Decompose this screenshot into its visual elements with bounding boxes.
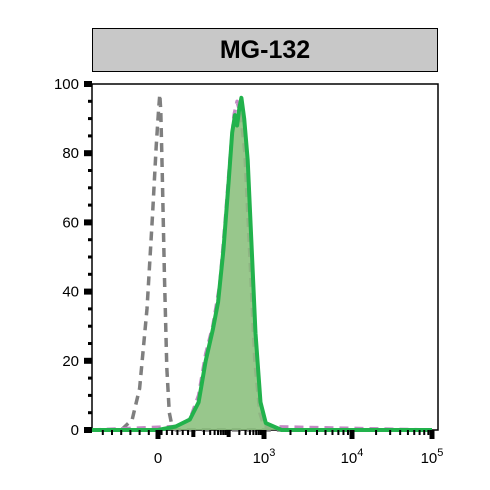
y-minor-tick <box>88 99 92 103</box>
x-minor-tick <box>222 430 225 435</box>
x-minor-tick <box>217 430 220 435</box>
x-minor-tick <box>160 430 163 435</box>
x-minor-tick <box>331 430 334 435</box>
x-minor-tick <box>224 430 227 435</box>
y-minor-tick <box>88 393 92 397</box>
y-minor-tick <box>88 255 92 259</box>
y-tick-20 <box>84 357 92 364</box>
y-minor-tick <box>88 324 92 328</box>
y-tick-label-100: 100 <box>54 76 79 93</box>
x-tick-label-10^3: 103 <box>253 447 276 467</box>
y-tick-label-20: 20 <box>62 353 79 370</box>
y-minor-tick <box>88 342 92 345</box>
x-minor-tick <box>342 430 345 435</box>
x-minor-tick <box>255 430 258 435</box>
x-minor-tick <box>120 430 123 435</box>
x-minor-tick <box>375 430 378 435</box>
x-minor-tick <box>259 430 262 435</box>
x-minor-tick <box>315 430 318 435</box>
x-minor-tick <box>111 430 113 435</box>
y-tick-60 <box>84 219 92 226</box>
x-minor-tick <box>304 430 307 435</box>
x-minor-tick <box>418 430 421 435</box>
series-1-line <box>91 99 433 432</box>
y-minor-tick <box>88 169 92 172</box>
x-minor-tick <box>399 430 402 435</box>
x-tick-10^3 <box>261 430 267 439</box>
y-minor-tick <box>88 307 92 311</box>
x-minor-tick <box>346 430 349 435</box>
x-minor-tick <box>389 430 392 435</box>
x-tick-10^4 <box>349 430 355 439</box>
x-minor-tick <box>219 430 222 435</box>
x-minor-tick <box>252 430 255 435</box>
x-tick-0 <box>155 430 161 439</box>
x-minor-tick <box>138 430 141 435</box>
x-mid-tick <box>226 430 231 437</box>
x-minor-tick <box>171 430 174 435</box>
series-2-line <box>91 95 432 432</box>
x-minor-tick <box>238 430 241 435</box>
y-tick-label-0: 0 <box>71 422 79 439</box>
x-minor-tick <box>324 430 327 435</box>
x-minor-tick <box>129 430 132 435</box>
y-minor-tick <box>88 411 92 415</box>
y-tick-100 <box>84 81 92 87</box>
x-tick-10^5 <box>429 430 435 439</box>
y-minor-tick <box>88 272 92 276</box>
x-minor-tick <box>423 430 426 435</box>
x-minor-tick <box>181 430 184 435</box>
x-minor-tick <box>187 430 190 435</box>
x-minor-tick <box>101 430 104 435</box>
series-2-fill <box>91 97 432 431</box>
y-minor-tick <box>88 203 92 207</box>
x-minor-tick <box>289 430 292 435</box>
x-tick-label-10^5: 105 <box>421 447 444 467</box>
x-minor-tick <box>202 430 205 435</box>
y-tick-label-60: 60 <box>62 214 79 231</box>
y-minor-tick <box>88 186 92 190</box>
x-minor-tick <box>427 430 430 435</box>
chart-title: MG-132 <box>219 35 311 64</box>
x-minor-tick <box>147 430 150 435</box>
x-minor-tick <box>413 430 416 435</box>
y-minor-tick <box>88 376 92 380</box>
y-tick-80 <box>84 150 92 157</box>
x-tick-label-10^4: 104 <box>341 447 364 467</box>
x-minor-tick <box>248 430 251 435</box>
y-tick-40 <box>84 288 92 295</box>
y-minor-tick <box>88 117 92 121</box>
x-minor-tick <box>244 430 247 435</box>
x-minor-tick <box>209 430 212 435</box>
x-minor-tick <box>176 430 179 435</box>
x-minor-tick <box>213 430 216 435</box>
x-mid-tick <box>191 430 196 437</box>
y-minor-tick <box>88 134 92 138</box>
x-tick-label-0: 0 <box>154 450 162 467</box>
plot-frame <box>91 83 439 431</box>
x-minor-tick <box>337 430 340 435</box>
x-minor-tick <box>257 430 260 435</box>
y-tick-label-40: 40 <box>62 284 79 301</box>
x-minor-tick <box>406 430 409 435</box>
x-minor-tick <box>165 430 168 435</box>
chart-title-box: MG-132 <box>92 28 438 72</box>
y-minor-tick <box>88 238 92 242</box>
y-tick-0 <box>84 427 92 433</box>
series-0-line <box>91 92 432 432</box>
y-tick-label-80: 80 <box>62 145 79 162</box>
